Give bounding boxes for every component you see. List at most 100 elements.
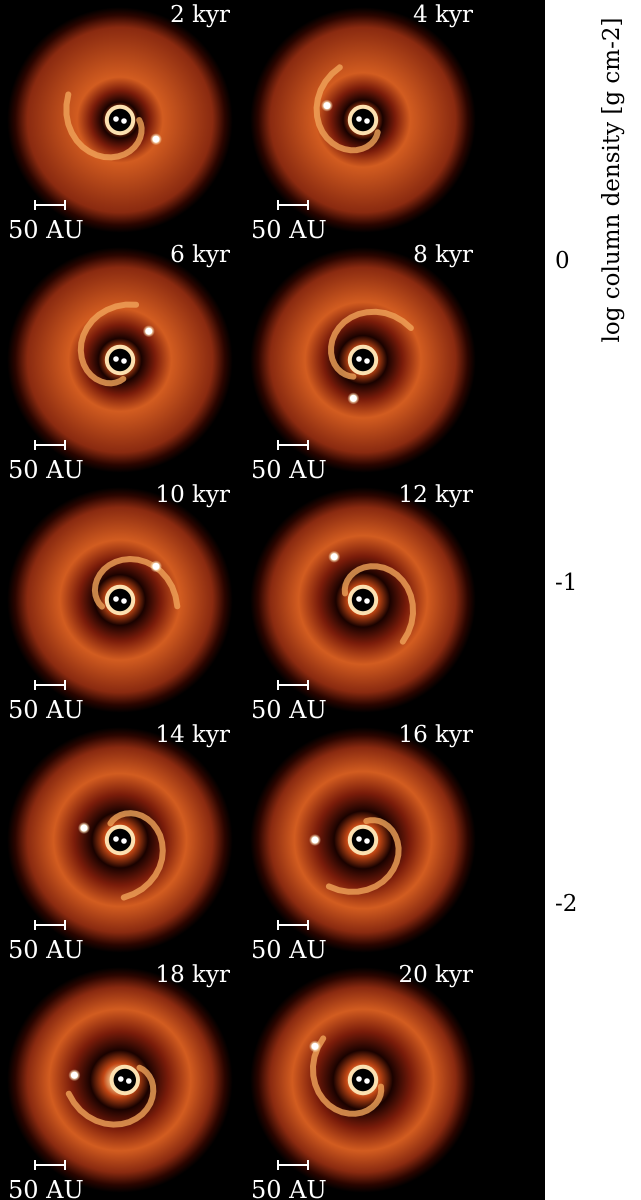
planet-core xyxy=(323,102,331,110)
disc-density-map xyxy=(243,960,483,1200)
colorbar-tick-label: -1 xyxy=(555,570,578,596)
time-label: 12 kyr xyxy=(398,482,473,508)
binary-star xyxy=(364,598,370,604)
scale-bar-label: 50 AU xyxy=(251,216,327,240)
binary-star xyxy=(113,356,119,362)
binary-star xyxy=(113,596,119,602)
binary-star xyxy=(126,1078,132,1084)
binary-star xyxy=(113,836,119,842)
planet-core xyxy=(80,824,88,832)
colorbar-gradient xyxy=(485,0,545,1200)
planet-core xyxy=(311,836,319,844)
disc-density-map xyxy=(0,720,240,960)
planet-core xyxy=(145,327,153,335)
scale-bar-label: 50 AU xyxy=(8,936,84,960)
time-label: 20 kyr xyxy=(398,962,473,988)
scale-bar xyxy=(34,920,66,930)
disc-density-map xyxy=(243,240,483,480)
inner-cavity-ring xyxy=(104,824,136,856)
inner-cavity-ring xyxy=(104,344,136,376)
disc-density-map xyxy=(243,720,483,960)
inner-cavity-ring xyxy=(347,104,379,136)
scale-bar xyxy=(34,1160,66,1170)
binary-star xyxy=(121,598,127,604)
colorbar-tick-label: 0 xyxy=(555,248,570,274)
scale-bar xyxy=(277,440,309,450)
inner-cavity-ring xyxy=(347,1064,379,1096)
binary-star xyxy=(364,118,370,124)
colorbar-bar xyxy=(485,0,545,1200)
simulation-panel: 2 kyr 50 AU xyxy=(0,0,240,240)
time-label: 14 kyr xyxy=(155,722,230,748)
simulation-panel: 4 kyr 50 AU xyxy=(243,0,483,240)
binary-star xyxy=(121,358,127,364)
scale-bar-label: 50 AU xyxy=(8,696,84,720)
binary-star xyxy=(364,1078,370,1084)
scale-bar-label: 50 AU xyxy=(251,696,327,720)
colorbar: 0 -1 -2 xyxy=(485,0,641,1200)
simulation-panel: 18 kyr 50 AU xyxy=(0,960,240,1200)
disc-density-map xyxy=(0,240,240,480)
simulation-panel: 20 kyr 50 AU xyxy=(243,960,483,1200)
binary-star xyxy=(113,116,119,122)
binary-star xyxy=(356,836,362,842)
inner-cavity-ring xyxy=(347,344,379,376)
scale-bar xyxy=(277,680,309,690)
inner-cavity-ring xyxy=(109,1064,141,1096)
time-label: 2 kyr xyxy=(170,2,230,28)
time-label: 4 kyr xyxy=(413,2,473,28)
planet-core xyxy=(311,1042,319,1050)
spiral-arm xyxy=(107,810,166,901)
simulation-panel-grid: 2 kyr 50 AU 4 kyr 50 AU xyxy=(0,0,485,1200)
planet-core xyxy=(70,1071,78,1079)
disc-density-map xyxy=(243,0,483,240)
spiral-arm xyxy=(313,64,381,154)
inner-cavity-ring xyxy=(347,824,379,856)
time-label: 18 kyr xyxy=(155,962,230,988)
simulation-panel: 14 kyr 50 AU xyxy=(0,720,240,960)
simulation-panel: 10 kyr 50 AU xyxy=(0,480,240,720)
disc-density-map xyxy=(0,0,240,240)
binary-star xyxy=(356,1076,362,1082)
colorbar-tick-label: -2 xyxy=(555,891,578,917)
simulation-panel: 16 kyr 50 AU xyxy=(243,720,483,960)
scale-bar-label: 50 AU xyxy=(251,456,327,480)
scale-bar xyxy=(34,440,66,450)
scale-bar-label: 50 AU xyxy=(251,936,327,960)
disc-density-map xyxy=(0,480,240,720)
disc-density-map xyxy=(0,960,240,1200)
binary-star xyxy=(356,356,362,362)
simulation-panel: 8 kyr 50 AU xyxy=(243,240,483,480)
time-label: 6 kyr xyxy=(170,242,230,268)
spiral-arm xyxy=(328,308,414,380)
binary-star xyxy=(121,838,127,844)
time-label: 10 kyr xyxy=(155,482,230,508)
planet-core xyxy=(330,553,338,561)
spiral-arm xyxy=(77,301,140,387)
binary-star xyxy=(364,358,370,364)
scale-bar-label: 50 AU xyxy=(251,1176,327,1200)
spiral-arm xyxy=(341,563,417,645)
time-label: 8 kyr xyxy=(413,242,473,268)
scale-bar-label: 50 AU xyxy=(8,1176,84,1200)
disc-density-map xyxy=(243,480,483,720)
planet-core xyxy=(349,394,357,402)
spiral-arm xyxy=(91,555,181,610)
scale-bar xyxy=(277,920,309,930)
spiral-arm xyxy=(325,817,402,895)
binary-star xyxy=(356,596,362,602)
inner-cavity-ring xyxy=(347,584,379,616)
simulation-panel: 6 kyr 50 AU xyxy=(0,240,240,480)
planet-core xyxy=(152,562,160,570)
binary-star xyxy=(118,1076,124,1082)
inner-cavity-ring xyxy=(104,104,136,136)
spiral-arm xyxy=(63,91,145,161)
simulation-panel: 12 kyr 50 AU xyxy=(243,480,483,720)
spiral-arm xyxy=(65,1064,157,1128)
scale-bar xyxy=(34,680,66,690)
planet-core xyxy=(152,135,160,143)
spiral-arm xyxy=(309,1035,385,1117)
scale-bar xyxy=(277,1160,309,1170)
scale-bar xyxy=(34,200,66,210)
time-label: 16 kyr xyxy=(398,722,473,748)
